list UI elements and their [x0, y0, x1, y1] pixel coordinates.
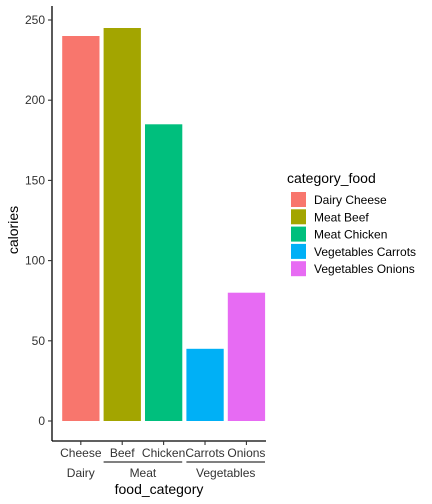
bar-chicken	[145, 124, 183, 422]
legend-key	[291, 226, 306, 242]
x-axis-groups: Dairy Meat Vegetables	[67, 461, 265, 480]
y-tick-label: 200	[25, 93, 45, 107]
legend-key	[291, 209, 306, 225]
x-axis-title: food_category	[115, 481, 204, 497]
legend-key	[291, 192, 306, 207]
y-axis: 0 50 100 150 200 250	[25, 13, 52, 428]
legend-key	[291, 261, 306, 277]
bar-cheese	[62, 36, 100, 421]
legend-label: Vegetables Onions	[314, 262, 415, 276]
bar-onions	[227, 292, 266, 421]
legend: category_food Dairy Cheese Meat Beef Meat …	[287, 170, 416, 277]
x-tick-label: Onions	[227, 446, 265, 460]
x-tick-label: Chicken	[142, 446, 185, 460]
bar-carrots	[186, 348, 224, 421]
bar-beef	[103, 28, 141, 421]
x-tick-label: Cheese	[60, 446, 102, 460]
legend-label: Meat Chicken	[314, 228, 387, 242]
legend-title: category_food	[287, 170, 376, 186]
x-tick-label: Beef	[110, 446, 135, 460]
y-tick-label: 150	[25, 173, 45, 187]
group-label: Meat	[130, 466, 157, 480]
y-axis-title: calories	[5, 206, 21, 254]
legend-label: Dairy Cheese	[314, 193, 387, 207]
y-tick-label: 100	[25, 254, 45, 268]
legend-key	[291, 243, 306, 259]
group-label: Dairy	[67, 466, 95, 480]
legend-label: Meat Beef	[314, 210, 369, 224]
y-tick-label: 0	[38, 414, 45, 428]
legend-label: Vegetables Carrots	[314, 245, 416, 259]
x-tick-label: Carrots	[185, 446, 224, 460]
y-tick-label: 250	[25, 13, 45, 27]
group-label: Vegetables	[196, 466, 255, 480]
bars-layer	[62, 28, 266, 422]
y-tick-label: 50	[32, 334, 46, 348]
x-axis: Cheese Beef Chicken Carrots Onions	[60, 441, 265, 460]
